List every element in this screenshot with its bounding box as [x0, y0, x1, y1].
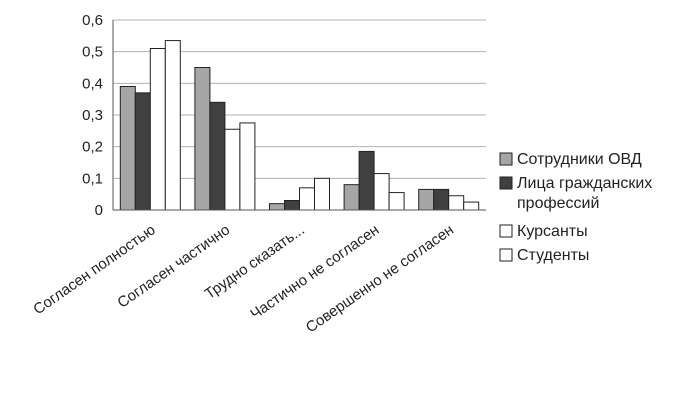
y-tick-label: 0 [95, 202, 103, 219]
legend-entry: Студенты [517, 247, 589, 264]
legend-swatch [499, 176, 513, 190]
y-tick-label: 0,6 [82, 12, 103, 29]
axes [112, 20, 486, 211]
bar [284, 200, 300, 211]
bar [463, 201, 480, 211]
bar [119, 86, 136, 211]
legend-entry: Лица гражданских [517, 175, 652, 192]
bar [343, 184, 360, 211]
y-tick-label: 0,3 [82, 107, 103, 124]
x-category-label: Совершенно не согласен [303, 221, 457, 336]
bar [149, 48, 166, 211]
bar [358, 150, 375, 211]
x-category-label: Согласен полностью [30, 221, 158, 318]
bar [134, 92, 151, 211]
bars [119, 40, 480, 211]
bar [239, 122, 256, 211]
y-tick-labels: 0 0,1 0,2 0,3 0,4 0,5 0,6 [82, 12, 103, 219]
x-category-label: Частично не согласен [247, 221, 382, 323]
bar [388, 192, 405, 211]
y-tick-label: 0,5 [82, 44, 103, 61]
legend-swatch [499, 224, 513, 238]
legend-entry: Курсанты [517, 223, 588, 240]
bar [418, 188, 435, 211]
bar [373, 173, 390, 211]
bar [269, 203, 285, 211]
legend-swatch [499, 152, 513, 166]
bar [314, 177, 330, 211]
y-tick-label: 0,4 [82, 75, 103, 92]
bar [299, 187, 315, 211]
bar [433, 188, 450, 211]
y-tick-label: 0,2 [82, 139, 103, 156]
legend-entry: Сотрудники ОВД [517, 151, 642, 168]
bar [194, 67, 211, 211]
bar [448, 195, 465, 211]
bar [164, 40, 181, 211]
legend: Сотрудники ОВД Лица гражданских профессий К… [499, 151, 652, 264]
y-tick-label: 0,1 [82, 170, 103, 187]
legend-swatch [499, 248, 513, 262]
bar [209, 101, 226, 211]
legend-entry: профессий [517, 195, 599, 212]
bar [224, 128, 241, 211]
